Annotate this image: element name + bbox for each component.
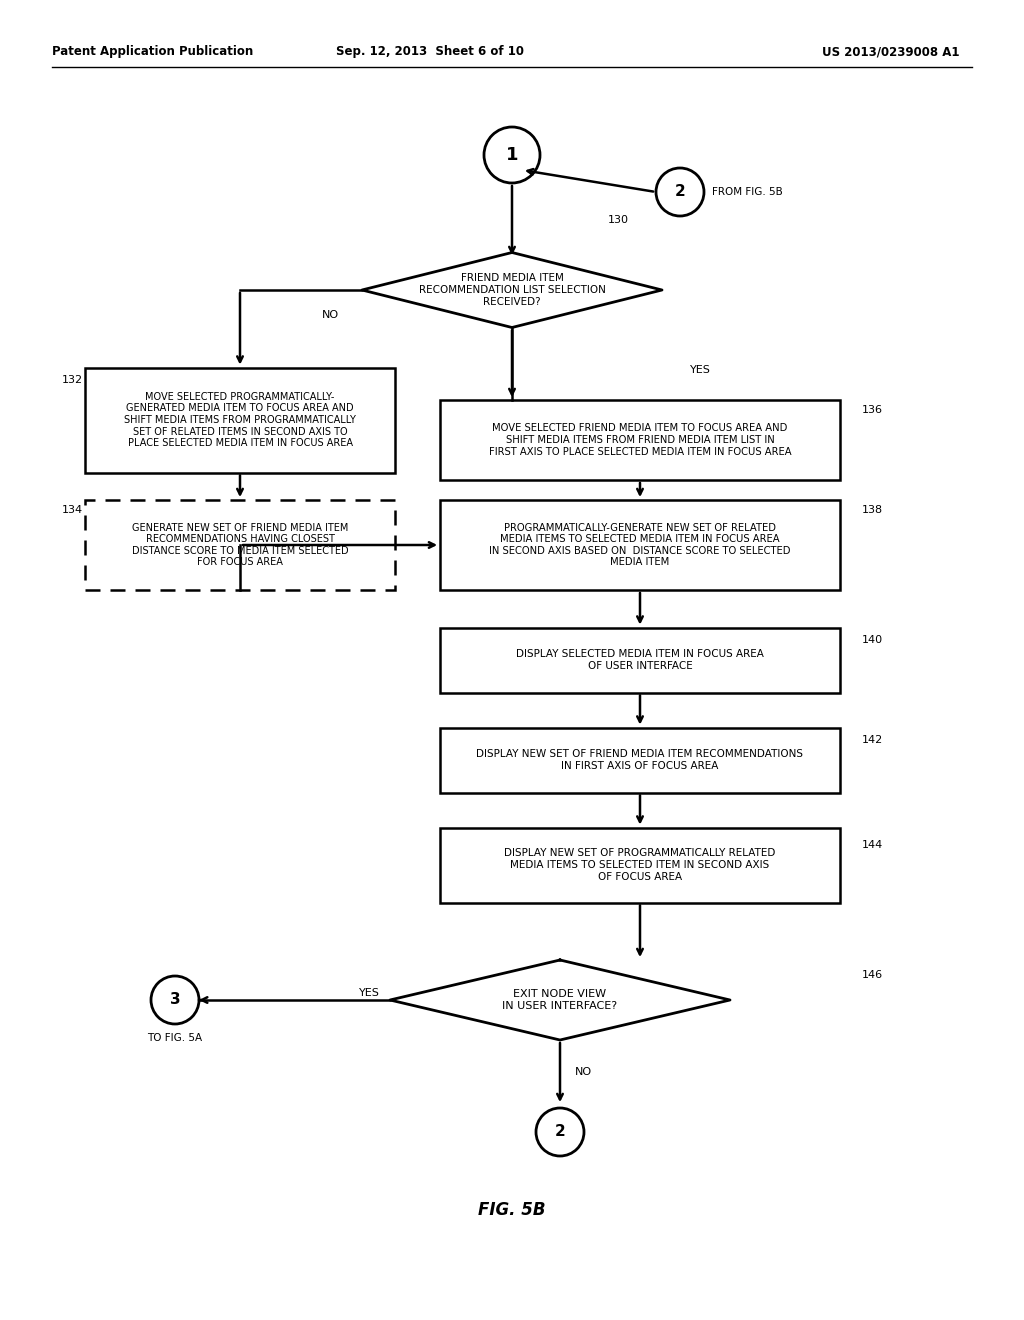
Text: PROGRAMMATICALLY-GENERATE NEW SET OF RELATED
MEDIA ITEMS TO SELECTED MEDIA ITEM : PROGRAMMATICALLY-GENERATE NEW SET OF REL… [489,523,791,568]
Text: TO FIG. 5A: TO FIG. 5A [147,1034,203,1043]
Bar [440,627,840,693]
Text: FROM FIG. 5B: FROM FIG. 5B [712,187,782,197]
Text: DISPLAY SELECTED MEDIA ITEM IN FOCUS AREA
OF USER INTERFACE: DISPLAY SELECTED MEDIA ITEM IN FOCUS ARE… [516,649,764,671]
Bar [85,367,395,473]
Text: MOVE SELECTED PROGRAMMATICALLY-
GENERATED MEDIA ITEM TO FOCUS AREA AND
SHIFT MED: MOVE SELECTED PROGRAMMATICALLY- GENERATE… [124,392,356,449]
Text: GENERATE NEW SET OF FRIEND MEDIA ITEM
RECOMMENDATIONS HAVING CLOSEST
DISTANCE SC: GENERATE NEW SET OF FRIEND MEDIA ITEM RE… [132,523,348,568]
Bar [440,828,840,903]
Text: 1: 1 [506,147,518,164]
Bar [85,500,395,590]
Text: 132: 132 [62,375,83,385]
Text: 146: 146 [862,970,883,979]
Text: MOVE SELECTED FRIEND MEDIA ITEM TO FOCUS AREA AND
SHIFT MEDIA ITEMS FROM FRIEND : MOVE SELECTED FRIEND MEDIA ITEM TO FOCUS… [488,424,792,457]
Text: 138: 138 [862,506,883,515]
Text: NO: NO [575,1067,592,1077]
Text: 136: 136 [862,405,883,414]
Text: 140: 140 [862,635,883,645]
Text: 134: 134 [62,506,83,515]
Text: DISPLAY NEW SET OF FRIEND MEDIA ITEM RECOMMENDATIONS
IN FIRST AXIS OF FOCUS AREA: DISPLAY NEW SET OF FRIEND MEDIA ITEM REC… [476,750,804,771]
Text: FRIEND MEDIA ITEM
RECOMMENDATION LIST SELECTION
RECEIVED?: FRIEND MEDIA ITEM RECOMMENDATION LIST SE… [419,273,605,306]
Text: 3: 3 [170,993,180,1007]
Text: FIG. 5B: FIG. 5B [478,1201,546,1218]
Text: YES: YES [690,366,711,375]
Text: EXIT NODE VIEW
IN USER INTERFACE?: EXIT NODE VIEW IN USER INTERFACE? [503,989,617,1011]
Text: 142: 142 [862,735,884,744]
Text: DISPLAY NEW SET OF PROGRAMMATICALLY RELATED
MEDIA ITEMS TO SELECTED ITEM IN SECO: DISPLAY NEW SET OF PROGRAMMATICALLY RELA… [504,849,776,882]
Text: Patent Application Publication: Patent Application Publication [52,45,253,58]
Text: Sep. 12, 2013  Sheet 6 of 10: Sep. 12, 2013 Sheet 6 of 10 [336,45,524,58]
Text: YES: YES [359,987,380,998]
Text: 144: 144 [862,840,884,850]
Bar [440,500,840,590]
Text: 2: 2 [555,1125,565,1139]
Bar [440,727,840,792]
Text: 130: 130 [608,215,629,224]
Text: US 2013/0239008 A1: US 2013/0239008 A1 [822,45,961,58]
Text: NO: NO [322,310,339,319]
Bar [440,400,840,480]
Text: 2: 2 [675,185,685,199]
